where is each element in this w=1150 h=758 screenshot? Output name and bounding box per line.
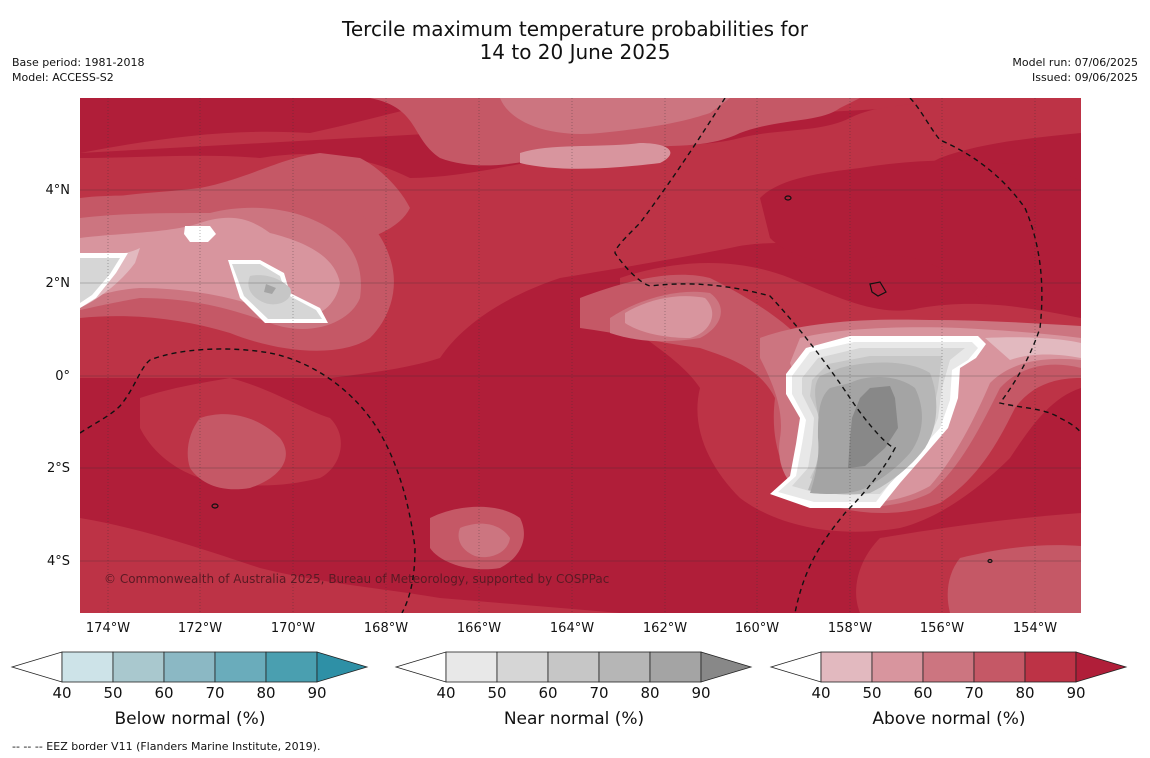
region	[520, 143, 671, 169]
model-name: Model: ACCESS-S2	[12, 71, 114, 84]
lat-label-2s: 2°S	[46, 461, 70, 476]
issued-date: Issued: 09/06/2025	[1031, 71, 1138, 84]
colorbar-extend-low	[10, 651, 63, 683]
colorbar-segment	[163, 651, 216, 683]
colorbar-tick-label: 70	[205, 684, 225, 702]
lon-label: 172°W	[177, 621, 223, 636]
title-line-2: 14 to 20 June 2025	[479, 40, 671, 64]
map-svg	[80, 98, 1081, 613]
region	[370, 98, 860, 166]
base-period: Base period: 1981-2018	[12, 56, 145, 69]
near-normal-region	[80, 258, 120, 303]
lon-label: 168°W	[363, 621, 409, 636]
colorbar-segment	[214, 651, 267, 683]
region	[985, 337, 1081, 360]
colorbar-segment	[871, 651, 924, 683]
colorbar-segment	[496, 651, 549, 683]
lon-label: 154°W	[1012, 621, 1058, 636]
graticule	[107, 98, 1036, 613]
colorbar-tick-label: 90	[307, 684, 327, 702]
region	[760, 160, 1081, 298]
colorbar-title-below: Below normal (%)	[114, 709, 266, 729]
colorbar-tick-label: 80	[256, 684, 276, 702]
colorbar-segment	[973, 651, 1026, 683]
colorbar-extend-low	[394, 651, 447, 683]
colorbar-tick-label: 50	[862, 684, 882, 702]
lat-label-4s: 4°S	[46, 554, 70, 569]
near-normal-region	[264, 284, 276, 294]
near-normal-region	[848, 386, 898, 468]
lon-label: 160°W	[734, 621, 780, 636]
model-run: Model run: 07/06/2025	[1012, 56, 1138, 69]
colorbar-tick-label: 60	[154, 684, 174, 702]
islands	[211, 195, 993, 564]
colorbar-extend-high	[316, 651, 369, 683]
colorbar-tick-label: 50	[487, 684, 507, 702]
colorbar-tick-label: 40	[811, 684, 831, 702]
colorbar-tick-label: 60	[913, 684, 933, 702]
colorbar-tick-label: 60	[538, 684, 558, 702]
eez-footnote: -- -- -- EEZ border V11 (Flanders Marine…	[12, 740, 321, 753]
colorbar-tick-label: 50	[103, 684, 123, 702]
region	[458, 523, 510, 558]
colorbar-below-normal	[10, 651, 369, 683]
title-line-1: Tercile maximum temperature probabilitie…	[342, 17, 808, 41]
colorbar-tick-label: 90	[691, 684, 711, 702]
colorbar-segment	[445, 651, 498, 683]
colorbar-above-normal	[769, 651, 1128, 683]
colorbar-near-normal	[394, 651, 753, 683]
region	[625, 296, 713, 338]
colorbar-tick-label: 70	[964, 684, 984, 702]
colorbar-title-near: Near normal (%)	[503, 709, 645, 729]
lat-label-4n: 4°N	[45, 183, 71, 198]
region	[500, 98, 730, 134]
colorbar-segment	[547, 651, 600, 683]
colorbar-segment	[112, 651, 165, 683]
lon-label: 162°W	[642, 621, 688, 636]
eez-borders	[80, 98, 1081, 613]
colorbar-segment	[922, 651, 975, 683]
copyright-notice: © Commonwealth of Australia 2025, Bureau…	[104, 572, 610, 586]
lat-label-0: 0°	[55, 369, 70, 384]
meta-left: Base period: 1981-2018 Model: ACCESS-S2	[12, 55, 144, 85]
lon-label: 164°W	[549, 621, 595, 636]
region	[187, 414, 286, 490]
colorbar-tick-label: 80	[640, 684, 660, 702]
meta-right: Model run: 07/06/2025 Issued: 09/06/2025	[1012, 55, 1138, 85]
colorbar-segment	[1024, 651, 1077, 683]
colorbar-segment	[649, 651, 702, 683]
region	[80, 518, 620, 613]
colorbar-tick-label: 80	[1015, 684, 1035, 702]
colorbar-title-above: Above normal (%)	[872, 709, 1026, 729]
colorbar-segment	[265, 651, 318, 683]
lon-label: 170°W	[270, 621, 316, 636]
colorbar-tick-label: 90	[1066, 684, 1086, 702]
lon-label: 174°W	[85, 621, 131, 636]
probability-map	[80, 98, 1081, 613]
region	[947, 545, 1081, 613]
lon-label: 166°W	[456, 621, 502, 636]
colorbar-segment	[598, 651, 651, 683]
colorbar-extend-low	[769, 651, 822, 683]
colorbar-tick-label: 70	[589, 684, 609, 702]
lat-label-2n: 2°N	[45, 276, 71, 291]
colorbar-tick-label: 40	[436, 684, 456, 702]
colorbar-tick-label: 40	[52, 684, 72, 702]
map-title: Tercile maximum temperature probabilitie…	[0, 18, 1150, 64]
colorbar-extend-high	[1075, 651, 1128, 683]
latitude-lines	[80, 189, 1081, 562]
lon-label: 156°W	[919, 621, 965, 636]
colorbar-segment	[61, 651, 114, 683]
lon-label: 158°W	[827, 621, 873, 636]
colorbar-segment	[820, 651, 873, 683]
colorbar-extend-high	[700, 651, 753, 683]
